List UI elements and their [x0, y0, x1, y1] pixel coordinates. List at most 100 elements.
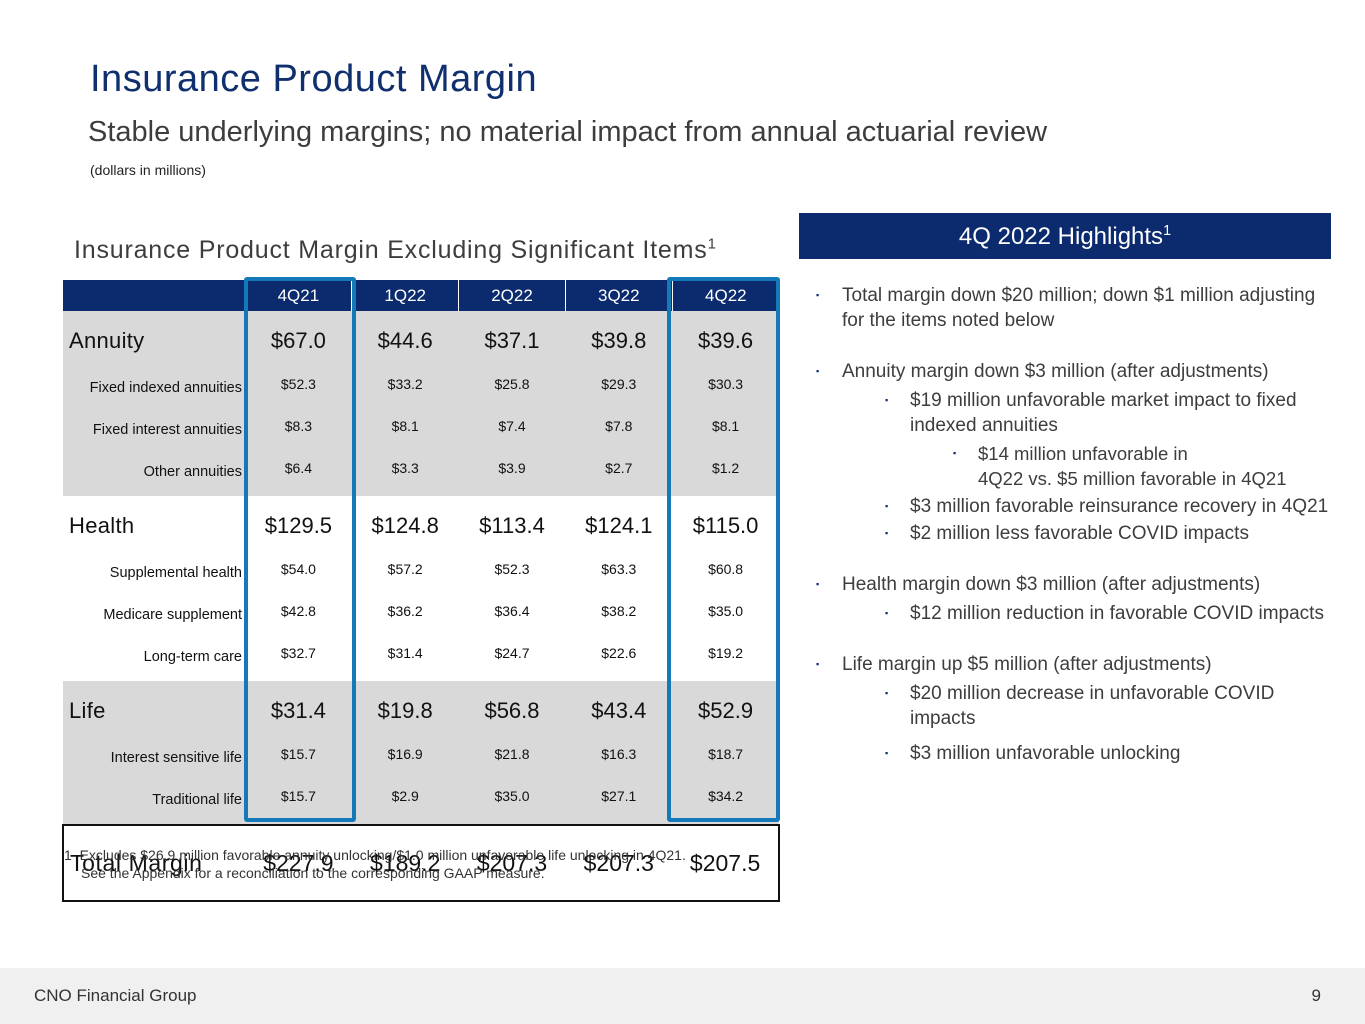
cell-value: $54.0 — [280, 561, 316, 577]
section-value: $31.4 — [245, 681, 352, 740]
section-row-health: Health $129.5 $124.8 $113.4 $124.1 $115.… — [63, 496, 779, 555]
section-value: $44.6 — [351, 311, 459, 370]
highlight-text: $12 million reduction in favorable COVID… — [910, 603, 1324, 624]
cell-value: $21.8 — [458, 740, 566, 782]
bullet-marker: ▪ — [885, 608, 889, 618]
cell-value: $8.1 — [672, 412, 779, 454]
cell-value: $2.7 — [565, 454, 673, 496]
cell-value: $3.9 — [458, 454, 566, 496]
cell-value: $42.8 — [280, 603, 316, 619]
cell-value: $29.3 — [565, 370, 673, 412]
period-header: 2Q22 — [458, 280, 566, 311]
cell-value: $30.3 — [672, 370, 779, 412]
cell-value: $1.2 — [672, 454, 779, 496]
footnote-text-2: See the Appendix for a reconciliation to… — [81, 865, 545, 881]
cell-value: $18.7 — [672, 740, 779, 782]
highlight-sub-bullet: ▪ $19 million unfavorable market impact t… — [815, 388, 1335, 438]
bullet-marker: ▪ — [816, 366, 820, 376]
table-row: Medicare supplement $42.8 $36.2 $36.4 $3… — [63, 597, 779, 639]
highlight-text: Annuity margin down $3 million (after ad… — [842, 361, 1269, 382]
cell-value: $57.2 — [387, 561, 423, 577]
section-row-life: Life $31.4 $19.8 $56.8 $43.4 $52.9 — [63, 681, 779, 740]
total-value: $207.5 — [672, 824, 780, 902]
cell-value: $24.7 — [494, 645, 530, 661]
total-value: $207.3 — [458, 824, 566, 902]
cell-value: $3.3 — [351, 454, 459, 496]
cell-value: $25.8 — [458, 370, 566, 412]
section-value: $67.0 — [245, 311, 352, 370]
footnote-line-1: 1 Excludes $26.9 million favorable annui… — [64, 846, 686, 864]
section-value: $52.9 — [672, 681, 779, 740]
bullet-marker: ▪ — [885, 395, 889, 405]
cell-value: $35.0 — [708, 603, 744, 619]
highlight-text: $3 million unfavorable unlocking — [910, 743, 1181, 764]
cell-value: $15.7 — [245, 740, 352, 782]
highlight-text: $14 million unfavorable in — [978, 443, 1188, 464]
cell-value: $6.4 — [245, 454, 352, 496]
cell-value: $33.2 — [351, 370, 459, 412]
section-value: $39.6 — [672, 311, 779, 370]
cell-value: $7.8 — [565, 412, 673, 454]
section-label: Health — [69, 512, 135, 538]
units-note: (dollars in millions) — [90, 162, 206, 178]
highlight-sub-bullet: ▪ $12 million reduction in favorable COVI… — [815, 601, 1335, 626]
header-blank — [63, 280, 245, 311]
highlight-text: Total margin down $20 million; down $1 m… — [842, 285, 1316, 331]
highlights-list: ▪ Total margin down $20 million; down $1 … — [815, 283, 1335, 766]
row-label: Supplemental health — [109, 565, 242, 581]
margin-table: 4Q21 1Q22 2Q22 3Q22 4Q22 Annuity $67.0 $… — [62, 280, 780, 902]
cell-value: $22.6 — [601, 645, 637, 661]
cell-value: $27.1 — [565, 782, 673, 825]
footnote-text-1: Excludes $26.9 million favorable annuity… — [79, 847, 686, 863]
table-footnote: 1 Excludes $26.9 million favorable annui… — [64, 846, 686, 882]
highlight-text: $3 million favorable reinsurance recover… — [910, 496, 1329, 517]
cell-value: $34.2 — [672, 782, 779, 825]
highlight-sub-bullet: ▪ $2 million less favorable COVID impacts — [815, 521, 1335, 546]
cell-value: $60.8 — [708, 561, 744, 577]
highlight-sub-bullet: ▪ $3 million unfavorable unlocking — [815, 741, 1335, 766]
total-value: $189.2 — [351, 824, 459, 902]
footnote-marker: 1 — [64, 847, 72, 863]
table-title-footnote: 1 — [707, 235, 717, 253]
row-label: Traditional life — [63, 782, 245, 825]
cell-value: $32.7 — [280, 645, 316, 661]
section-label: Life — [63, 681, 245, 740]
row-label: Other annuities — [63, 454, 245, 496]
highlight-text: $2 million less favorable COVID impacts — [910, 523, 1249, 544]
row-label: Long-term care — [143, 649, 242, 665]
period-header: 1Q22 — [351, 280, 459, 311]
bullet-marker: ▪ — [885, 748, 889, 758]
cell-value: $36.2 — [387, 603, 423, 619]
cell-value: $2.9 — [351, 782, 459, 825]
highlight-text: Life margin up $5 million (after adjustm… — [842, 654, 1212, 675]
highlight-sub-bullet: ▪ $3 million favorable reinsurance recove… — [815, 494, 1335, 519]
bullet-marker: ▪ — [885, 501, 889, 511]
section-value: $19.8 — [351, 681, 459, 740]
section-value: $124.8 — [371, 512, 439, 538]
highlight-text: $20 million decrease in unfavorable COVI… — [910, 683, 1275, 729]
row-label: Fixed indexed annuities — [63, 370, 245, 412]
table-row: Long-term care $32.7 $31.4 $24.7 $22.6 $… — [63, 639, 779, 681]
table-title-text: Insurance Product Margin Excluding Signi… — [74, 236, 708, 264]
total-value: $227.9 — [245, 824, 352, 902]
bullet-marker: ▪ — [953, 448, 957, 458]
highlight-text: $19 million unfavorable market impact to… — [910, 390, 1297, 436]
cell-value: $15.7 — [245, 782, 352, 825]
cell-value: $52.3 — [245, 370, 352, 412]
period-header: 4Q22 — [671, 280, 779, 311]
highlight-sub-bullet: ▪ $20 million decrease in unfavorable COV… — [815, 681, 1335, 731]
row-label: Medicare supplement — [103, 607, 242, 623]
section-value: $39.8 — [565, 311, 673, 370]
table-header-row: 4Q21 1Q22 2Q22 3Q22 4Q22 — [63, 280, 779, 311]
page-title: Insurance Product Margin — [90, 58, 538, 100]
section-value: $129.5 — [264, 512, 333, 538]
section-label: Annuity — [63, 311, 245, 370]
row-label: Fixed interest annuities — [63, 412, 245, 454]
cell-value: $52.3 — [494, 561, 530, 577]
cell-value: $36.4 — [494, 603, 530, 619]
bullet-marker: ▪ — [816, 579, 820, 589]
highlights-header: 4Q 2022 Highlights1 — [799, 213, 1331, 259]
table-title: Insurance Product Margin Excluding Signi… — [74, 236, 717, 265]
cell-value: $16.3 — [565, 740, 673, 782]
highlight-text: Health margin down $3 million (after adj… — [842, 574, 1261, 595]
